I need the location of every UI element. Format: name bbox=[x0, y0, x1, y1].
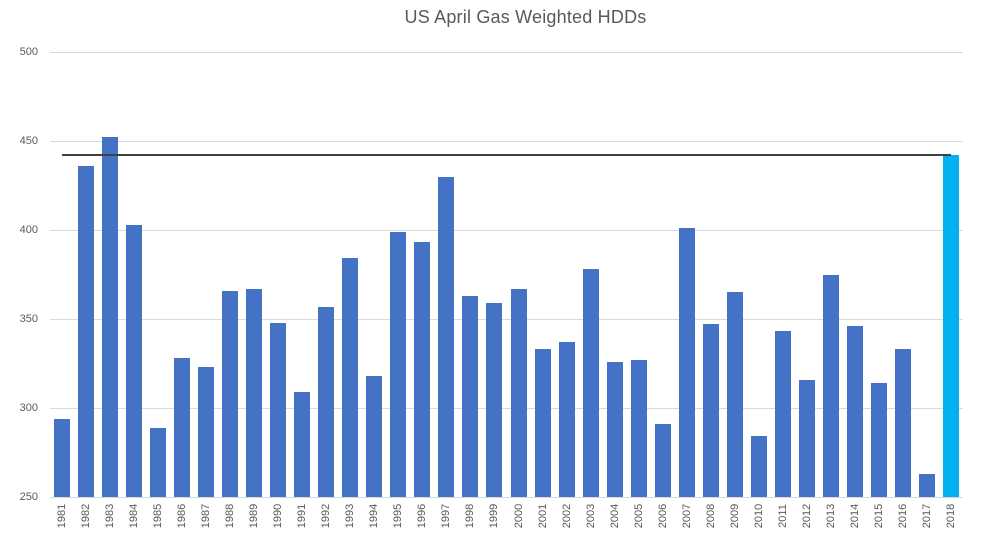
x-tick-label: 1990 bbox=[272, 503, 285, 529]
bar-1982[interactable] bbox=[78, 165, 95, 497]
bar-1983[interactable] bbox=[102, 137, 119, 497]
x-tick-label: 2016 bbox=[896, 503, 909, 529]
plot-area bbox=[50, 52, 963, 498]
bar-1985[interactable] bbox=[150, 427, 167, 497]
bar-2011[interactable] bbox=[774, 331, 791, 497]
bar-2008[interactable] bbox=[702, 324, 719, 497]
x-tick-label: 2008 bbox=[704, 503, 717, 529]
bar-2010[interactable] bbox=[750, 436, 767, 497]
chart-title: US April Gas Weighted HDDs bbox=[404, 7, 647, 27]
x-tick-label: 1988 bbox=[224, 503, 237, 529]
bar-2001[interactable] bbox=[534, 349, 551, 497]
x-tick-label: 2004 bbox=[608, 503, 621, 529]
x-tick-label: 2015 bbox=[872, 503, 885, 529]
x-tick-label: 1991 bbox=[296, 503, 309, 529]
x-tick-label: 1992 bbox=[320, 503, 333, 529]
x-tick-label: 2009 bbox=[728, 503, 741, 529]
gridline bbox=[50, 408, 963, 409]
bar-2006[interactable] bbox=[654, 424, 671, 497]
bar-2005[interactable] bbox=[630, 359, 647, 497]
bar-2004[interactable] bbox=[606, 361, 623, 497]
bar-1986[interactable] bbox=[174, 358, 191, 497]
y-tick-label: 300 bbox=[19, 402, 38, 414]
bar-2018[interactable] bbox=[942, 155, 959, 497]
gridline bbox=[50, 319, 963, 320]
x-tick-label: 2002 bbox=[560, 503, 573, 529]
x-tick-label: 2013 bbox=[824, 503, 837, 529]
x-tick-label: 1995 bbox=[392, 503, 405, 529]
bar-1984[interactable] bbox=[126, 224, 143, 497]
x-tick-label: 1994 bbox=[368, 503, 381, 529]
bar-1990[interactable] bbox=[270, 322, 287, 497]
bar-1993[interactable] bbox=[342, 258, 359, 497]
reference-line[interactable] bbox=[62, 154, 951, 157]
bar-2007[interactable] bbox=[678, 228, 695, 497]
x-tick-label: 1989 bbox=[248, 503, 261, 529]
bar-1991[interactable] bbox=[294, 391, 311, 497]
x-tick-label: 2005 bbox=[632, 503, 645, 529]
x-tick-label: 2010 bbox=[752, 503, 765, 529]
bar-1987[interactable] bbox=[198, 367, 215, 497]
bar-1981[interactable] bbox=[54, 418, 70, 497]
bar-2014[interactable] bbox=[846, 326, 863, 497]
bar-1999[interactable] bbox=[486, 302, 503, 497]
x-tick-label: 2011 bbox=[776, 504, 789, 528]
bar-2003[interactable] bbox=[582, 269, 599, 497]
x-axis: 1981 1982 1983 1984 1985 1986 1987 1988 1989 1990… bbox=[50, 497, 963, 542]
y-tick-label: 500 bbox=[19, 46, 38, 58]
x-tick-label: 1997 bbox=[440, 503, 453, 529]
x-tick-label: 2007 bbox=[680, 503, 693, 529]
x-tick-label: 1987 bbox=[200, 503, 213, 529]
x-tick-label: 2018 bbox=[944, 503, 957, 529]
gridline bbox=[50, 141, 963, 142]
x-tick-label: 2014 bbox=[848, 503, 861, 529]
x-tick-label: 2006 bbox=[656, 503, 669, 529]
x-tick-label: 1984 bbox=[128, 503, 141, 529]
y-axis: 250 300 350 400 450 500 bbox=[0, 46, 38, 503]
x-tick-label: 2001 bbox=[536, 503, 549, 529]
bar-2016[interactable] bbox=[894, 349, 911, 497]
x-tick-label: 1986 bbox=[176, 503, 189, 529]
x-tick-label: 2000 bbox=[512, 503, 525, 529]
bar-1988[interactable] bbox=[222, 290, 239, 497]
gridline bbox=[50, 497, 963, 498]
y-tick-label: 250 bbox=[19, 491, 38, 503]
bar-2000[interactable] bbox=[510, 288, 527, 497]
bar-2013[interactable] bbox=[822, 274, 839, 497]
x-tick-label: 1998 bbox=[464, 503, 477, 529]
y-tick-label: 450 bbox=[19, 135, 38, 147]
bar-1992[interactable] bbox=[318, 306, 335, 497]
bar-1997[interactable] bbox=[438, 176, 455, 497]
x-tick-label: 2003 bbox=[584, 503, 597, 529]
bar-1994[interactable] bbox=[366, 375, 383, 497]
x-tick-label: 1999 bbox=[488, 503, 501, 529]
x-tick-label: 2012 bbox=[800, 503, 813, 529]
bar-1989[interactable] bbox=[246, 288, 263, 497]
bar-2009[interactable] bbox=[726, 292, 743, 497]
gridline bbox=[50, 52, 963, 53]
bar-1995[interactable] bbox=[390, 231, 407, 497]
y-tick-label: 350 bbox=[19, 313, 38, 325]
y-tick-label: 400 bbox=[19, 224, 38, 236]
bar-2017[interactable] bbox=[918, 473, 935, 497]
x-tick-label: 1985 bbox=[152, 503, 165, 529]
bar-2002[interactable] bbox=[558, 342, 575, 497]
bar-2012[interactable] bbox=[798, 379, 815, 497]
bar-2015[interactable] bbox=[870, 383, 887, 497]
x-tick-label: 1993 bbox=[344, 503, 357, 529]
bar-1996[interactable] bbox=[414, 242, 431, 497]
gridline bbox=[50, 230, 963, 231]
x-tick-label: 1983 bbox=[104, 503, 117, 529]
x-tick-label: 1996 bbox=[416, 503, 429, 529]
bar-1998[interactable] bbox=[462, 295, 479, 497]
x-tick-label: 1981 bbox=[56, 503, 69, 529]
x-tick-label: 1982 bbox=[80, 503, 93, 529]
x-tick-label: 2017 bbox=[920, 503, 933, 529]
